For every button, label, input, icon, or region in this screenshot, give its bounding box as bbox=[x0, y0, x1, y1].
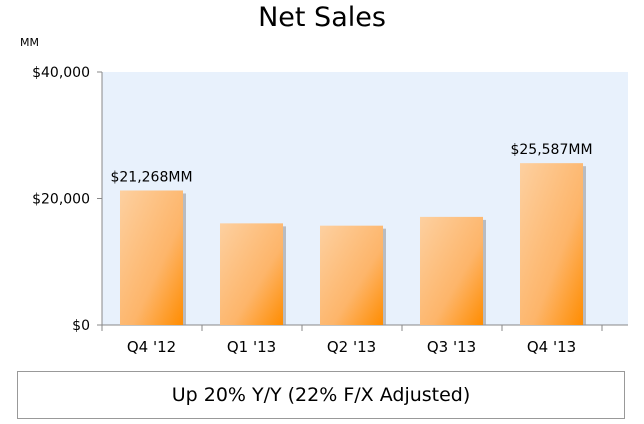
y-tick-label: $20,000 bbox=[32, 192, 90, 208]
x-tick-label: Q3 '13 bbox=[427, 338, 476, 356]
data-label: $25,587MM bbox=[510, 142, 592, 158]
x-tick-label: Q4 '13 bbox=[527, 338, 576, 356]
y-axis-unit: MM bbox=[20, 36, 39, 49]
x-tick-label: Q2 '13 bbox=[327, 338, 376, 356]
bar bbox=[420, 216, 483, 325]
bar bbox=[320, 225, 383, 325]
y-tick-label: $0 bbox=[72, 318, 90, 334]
bar bbox=[220, 223, 283, 325]
y-tick-label: $40,000 bbox=[32, 65, 90, 81]
bar bbox=[120, 190, 183, 325]
x-tick-label: Q1 '13 bbox=[227, 338, 276, 356]
bar bbox=[520, 163, 583, 325]
data-label: $21,268MM bbox=[110, 169, 192, 185]
chart-title: Net Sales bbox=[258, 2, 386, 33]
x-tick-label: Q4 '12 bbox=[127, 338, 176, 356]
bar-chart: $0 $20,000 $40,000 Q4 '12 $21,268MM Q1 '13 Q2 … bbox=[32, 65, 628, 356]
summary-box: Up 20% Y/Y (22% F/X Adjusted) bbox=[17, 371, 625, 419]
